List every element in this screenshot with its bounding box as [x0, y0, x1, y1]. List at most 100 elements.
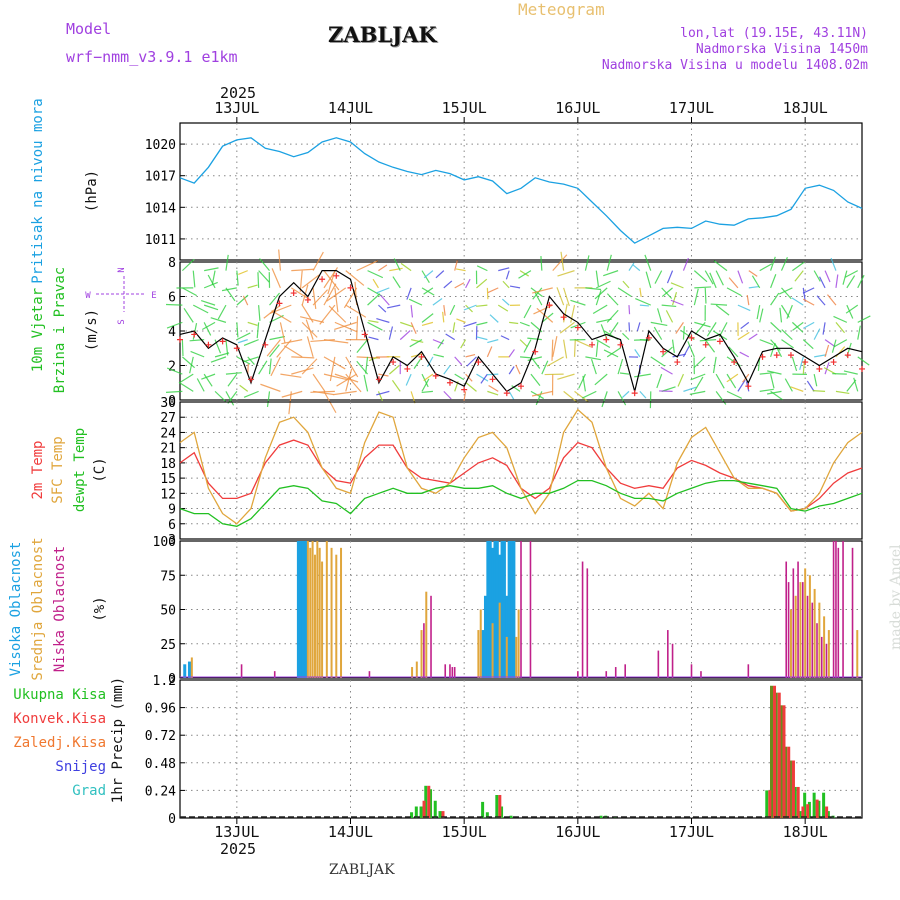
wind-arrow: [737, 304, 751, 312]
wind-arrow: [523, 304, 532, 319]
cloud-bar: [818, 602, 821, 678]
wind-gust-marker: [702, 341, 709, 348]
cloud-bar: [842, 541, 844, 678]
wind-arrow: [790, 386, 804, 392]
wind-arrow: [217, 304, 227, 320]
wind-gust-marker: [219, 338, 226, 345]
wind-gust-marker: [844, 352, 851, 359]
wind-ylabel-1: 10m Vjetar: [30, 288, 46, 372]
wind-arrow: [242, 295, 249, 306]
wind-arrow: [563, 339, 568, 359]
cloud-bar: [517, 609, 520, 678]
cloud-bar: [486, 541, 490, 678]
wind-arrow: [454, 282, 465, 289]
wind-arrow: [519, 339, 528, 348]
cloud-bar: [507, 541, 511, 678]
wind-arrow: [376, 318, 390, 323]
wind-arrow: [190, 350, 205, 358]
wind-arrow: [671, 292, 678, 306]
wind-arrow: [715, 373, 725, 389]
wind-arrow: [502, 280, 510, 289]
model-name: wrf−nmm_v3.9.1 e1km: [66, 48, 238, 66]
model-elevation-label: Nadmorska Visina u modelu 1408.02m: [601, 58, 868, 73]
wind-arrow: [269, 335, 286, 341]
wind-arrow: [617, 287, 632, 297]
wind-arrow: [480, 373, 488, 384]
precip-bar: [793, 786, 797, 818]
cloud-bar: [837, 547, 840, 678]
wind-arrow: [400, 321, 414, 328]
wind-arrow: [476, 336, 488, 341]
wind-gust-marker: [177, 336, 183, 343]
wind-arrow: [379, 294, 390, 306]
wind-gust-marker: [205, 341, 212, 348]
wind-arrow: [237, 339, 248, 344]
wind-arrow: [356, 260, 379, 272]
wind-arrow: [581, 390, 597, 399]
wind-gust-marker: [304, 296, 311, 303]
precip-bar: [774, 692, 778, 818]
wind-arrow: [367, 287, 383, 297]
wind-arrow: [497, 304, 509, 312]
wind-arrow: [328, 305, 347, 323]
wind-arrow: [781, 339, 794, 349]
precip-ylabel: 1hr Precip (mm): [110, 677, 126, 803]
wind-arrow: [214, 352, 230, 358]
cloud-bar: [801, 582, 804, 678]
temperature-line-0: [179, 439, 863, 512]
wind-arrow: [236, 356, 251, 365]
cloud-bar: [479, 609, 482, 678]
wind-arrow: [595, 270, 599, 287]
wind-arrow: [211, 270, 216, 286]
precip-bar: [822, 792, 826, 818]
wind-arrow: [570, 299, 586, 306]
cloud-bar: [825, 643, 828, 678]
wind-arrow: [660, 366, 673, 375]
wind-arrow: [210, 356, 227, 363]
elevation-label: Nadmorska Visina 1450m: [695, 42, 868, 57]
wind-arrow: [606, 293, 619, 306]
wind-arrow: [283, 345, 303, 358]
wind-arrow: [409, 339, 423, 348]
wind-gust-marker: [191, 331, 198, 338]
wind-arrow: [706, 322, 717, 337]
wind-arrow: [239, 384, 249, 392]
wind-arrow: [258, 270, 270, 283]
temp-unit-label: (C): [92, 457, 108, 482]
wind-arrow: [166, 390, 183, 393]
wind-arrow: [739, 351, 750, 358]
cloud-bar: [183, 664, 187, 678]
wind-arrow: [853, 377, 859, 392]
wind-arrow: [843, 370, 858, 375]
wind-arrow: [670, 282, 684, 289]
wind-arrow: [323, 356, 346, 370]
wind-arrow: [435, 270, 445, 279]
wind-arrow: [263, 304, 281, 319]
wind-arrow: [421, 373, 429, 388]
wind-arrow: [563, 390, 579, 404]
cloud-bar: [340, 547, 343, 678]
compass-east-label: E: [151, 291, 156, 301]
precip-bar: [801, 806, 805, 818]
wind-arrow: [405, 373, 412, 386]
wind-arrow: [501, 298, 510, 306]
wind-gust-marker: [589, 341, 596, 348]
wind-arrow: [824, 339, 836, 348]
wind-gust-marker: [461, 386, 468, 393]
wind-arrow: [650, 321, 668, 327]
bottom-day-label: 15JUL: [442, 823, 487, 841]
wind-arrow: [466, 356, 477, 367]
wind-arrow: [236, 294, 249, 306]
wind-arrow: [712, 356, 717, 374]
wind-arrow: [557, 373, 575, 380]
temperature-ytick-label: 9: [168, 503, 176, 518]
wind-arrow: [759, 372, 774, 375]
cloud-bar: [851, 547, 854, 678]
wind-arrow: [523, 339, 532, 353]
wind-arrow: [585, 356, 601, 361]
wind-arrow: [247, 363, 249, 375]
wind-arrow: [822, 322, 826, 335]
wind-arrow: [603, 349, 619, 358]
wind-arrow: [465, 353, 476, 358]
wind-arrow: [201, 321, 216, 330]
